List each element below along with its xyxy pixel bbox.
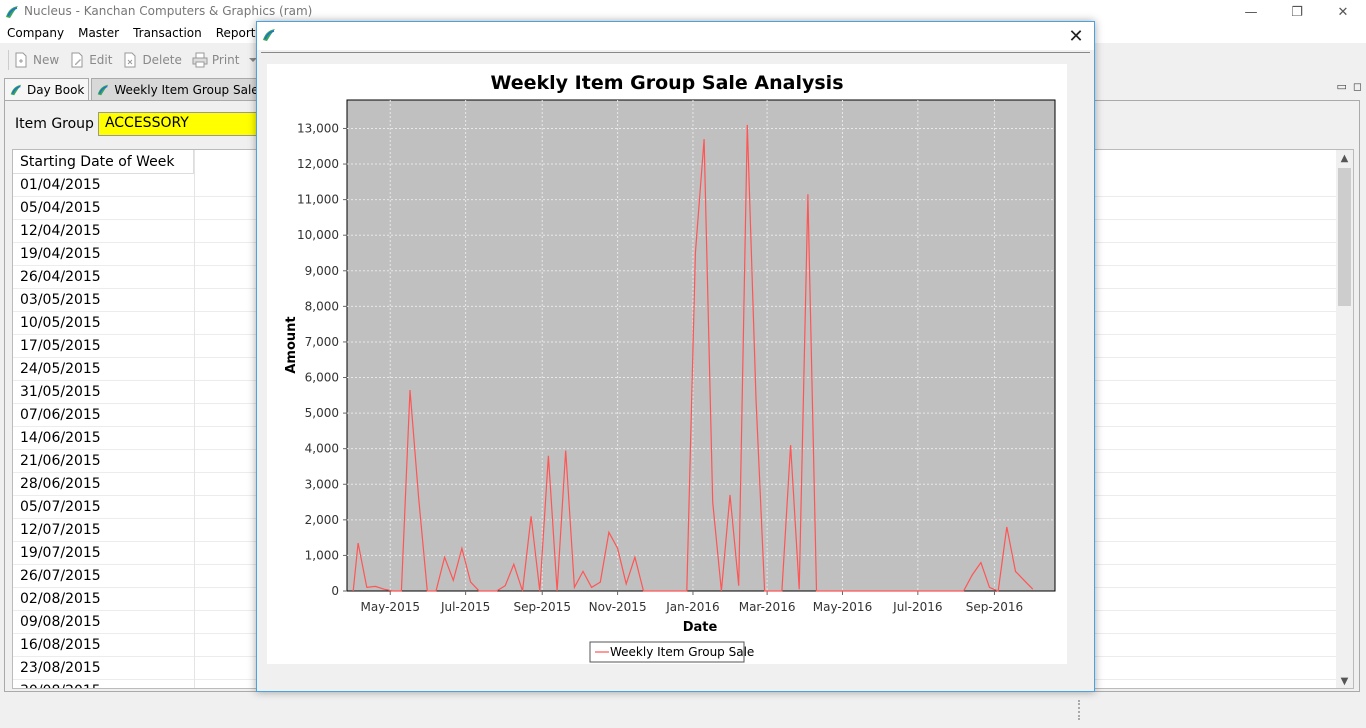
y-tick-label: 7,000 (305, 335, 339, 349)
x-tick-label: Jul-2016 (892, 600, 942, 614)
app-logo-icon (263, 29, 275, 41)
app-titlebar: Nucleus - Kanchan Computers & Graphics (… (0, 0, 1366, 24)
y-tick-label: 13,000 (297, 121, 339, 135)
document-tabs: Day Book Weekly Item Group Sale Ana (4, 78, 293, 100)
app-title: Nucleus - Kanchan Computers & Graphics (… (24, 4, 313, 18)
scroll-up-icon[interactable]: ▲ (1340, 153, 1349, 164)
x-tick-label: Nov-2015 (589, 600, 647, 614)
table-row[interactable]: 30/08/2015 (13, 680, 1353, 688)
panel-maximize-icon[interactable]: ◻ (1352, 80, 1362, 93)
y-tick-label: 10,000 (297, 228, 339, 242)
panel-minimize-icon[interactable]: ▭ (1336, 80, 1347, 93)
minimize-button[interactable]: — (1244, 4, 1258, 20)
column-header-starting-date[interactable]: Starting Date of Week (13, 150, 194, 174)
print-button[interactable]: Print (192, 52, 240, 68)
chart-legend: Weekly Item Group Sale (589, 641, 754, 663)
delete-icon (124, 52, 136, 68)
x-tick-label: Jul-2015 (440, 600, 490, 614)
app-logo-icon (10, 84, 22, 95)
x-axis-title: Date (683, 620, 718, 635)
dialog-divider (261, 52, 1090, 53)
new-button[interactable]: New (13, 52, 59, 68)
column-divider (194, 150, 195, 688)
x-tick-label: Sep-2016 (966, 600, 1024, 614)
y-tick-label: 9,000 (305, 264, 339, 278)
edit-label: Edit (89, 53, 113, 67)
new-label: New (33, 53, 60, 67)
close-button[interactable]: ✕ (1337, 4, 1349, 20)
chart-title: Weekly Item Group Sale Analysis (490, 72, 843, 94)
menu-transaction[interactable]: Transaction (133, 26, 202, 40)
maximize-button[interactable]: ❐ (1291, 4, 1303, 20)
menu-reports[interactable]: Reports (215, 26, 262, 40)
x-tick-label: Sep-2015 (513, 600, 571, 614)
tab-weekly-item-group-sale[interactable]: Weekly Item Group Sale Ana (91, 78, 291, 100)
y-tick-label: 0 (331, 584, 339, 598)
toolbar-separator (8, 50, 9, 70)
item-group-field[interactable]: ACCESSORY (97, 112, 268, 136)
app-logo-icon (98, 84, 109, 95)
chart-dialog: ✕ Weekly Item Group Sale Analysis 0 1,000… (256, 21, 1095, 692)
dropdown-arrow-icon[interactable] (249, 56, 258, 64)
menu-company[interactable]: Company (7, 26, 65, 40)
window-controls: — ❐ ✕ (1228, 0, 1366, 24)
y-tick-label: 4,000 (305, 442, 339, 456)
resize-grip[interactable] (1078, 700, 1081, 720)
scroll-thumb[interactable] (1338, 168, 1351, 306)
series-line (352, 124, 1034, 592)
panel-controls: ▭ ◻ (1336, 80, 1362, 93)
y-tick-label: 5,000 (305, 406, 339, 420)
x-tick-label: Mar-2016 (739, 600, 796, 614)
chart-container: Weekly Item Group Sale Analysis 0 1,000 2,… (267, 64, 1067, 664)
y-tick-label: 1,000 (305, 548, 339, 562)
x-tick-label: May-2015 (361, 600, 420, 614)
toolbar: New Edit Delete Print (0, 46, 1366, 74)
tab-label: Weekly Item Group Sale Ana (114, 82, 286, 97)
x-tick-label: May-2016 (813, 600, 872, 614)
y-tick-label: 11,000 (297, 193, 339, 207)
edit-button[interactable]: Edit (69, 52, 112, 68)
y-tick-label: 12,000 (297, 157, 339, 171)
status-bar (0, 696, 1366, 728)
y-tick-label: 3,000 (305, 477, 339, 491)
legend-label: Weekly Item Group Sale (610, 645, 754, 659)
printer-icon (192, 52, 208, 68)
y-tick-label: 6,000 (305, 371, 339, 385)
item-group-filter: Item Group ACCESSORY (15, 112, 268, 136)
delete-button[interactable]: Delete (122, 52, 182, 68)
dialog-titlebar: ✕ (257, 22, 1094, 50)
y-tick-label: 2,000 (305, 513, 339, 527)
tab-label: Day Book (27, 82, 85, 97)
x-tick-label: Jan-2016 (665, 600, 719, 614)
y-axis-title: Amount (284, 316, 299, 373)
sales-line-chart: Weekly Item Group Sale Analysis 0 1,000 2,… (284, 72, 1056, 663)
tab-day-book[interactable]: Day Book (4, 78, 90, 100)
item-group-label: Item Group (15, 116, 94, 132)
vertical-scrollbar[interactable]: ▲ ▼ (1336, 150, 1353, 688)
edit-icon (71, 52, 83, 68)
scroll-down-icon[interactable]: ▼ (1340, 676, 1349, 687)
print-label: Print (211, 53, 240, 67)
y-tick-label: 8,000 (305, 299, 339, 313)
delete-label: Delete (142, 53, 182, 67)
menu-master[interactable]: Master (78, 26, 120, 40)
app-logo-icon (6, 6, 18, 18)
legend-box (589, 641, 745, 663)
dialog-close-button[interactable]: ✕ (1068, 25, 1084, 47)
new-document-icon (15, 52, 27, 68)
